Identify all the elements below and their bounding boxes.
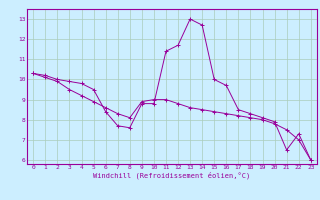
X-axis label: Windchill (Refroidissement éolien,°C): Windchill (Refroidissement éolien,°C) [93,172,251,179]
